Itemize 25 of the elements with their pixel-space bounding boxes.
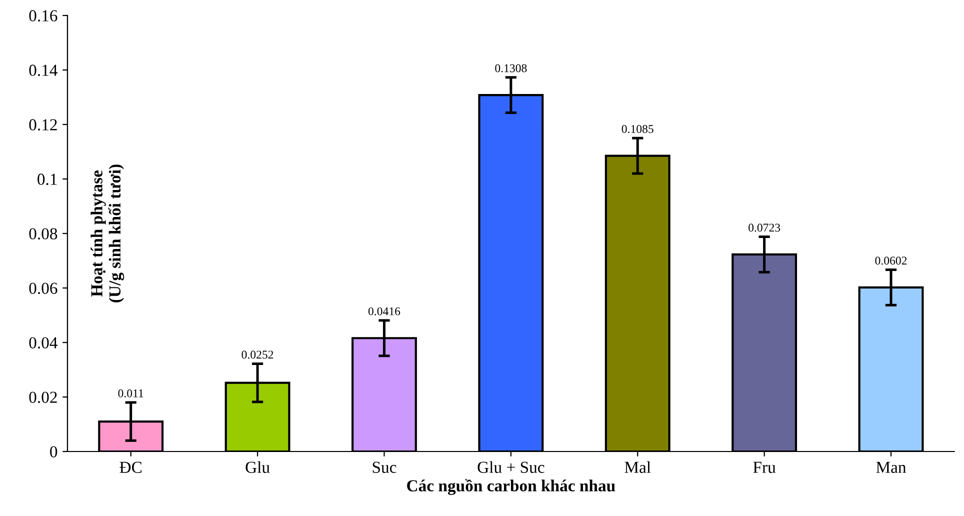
- x-tick-label: Fru: [753, 462, 776, 473]
- x-tick-label: Glu: [246, 461, 270, 473]
- y-tick-label: 0.12: [29, 119, 57, 131]
- y-tick-label: 0.04: [29, 337, 58, 349]
- data-label: 0.0416: [368, 307, 400, 316]
- y-axis-title: Hoạt tính phytase (U/g sinh khối tươi): [90, 164, 124, 302]
- x-tick-label: Suc: [372, 462, 396, 473]
- data-label: 0.0723: [748, 224, 780, 232]
- y-tick-label: 0.1: [38, 174, 57, 186]
- x-tick-label: Mal: [624, 461, 651, 473]
- x-axis-title: Các nguồn carbon khác nhau: [407, 479, 616, 495]
- data-label: 0.011: [118, 389, 144, 398]
- y-tick-label: 0.16: [29, 10, 58, 22]
- x-tick-label: Man: [876, 462, 906, 473]
- y-tick-label: 0.02: [29, 392, 57, 404]
- y-tick-label: 0.06: [29, 282, 58, 294]
- y-tick-label: 0.14: [29, 64, 58, 76]
- data-label: 0.1085: [622, 125, 654, 134]
- data-label: 0.1308: [495, 64, 527, 72]
- x-tick-label: Glu + Suc: [478, 461, 544, 473]
- y-tick-label: 0: [50, 446, 58, 458]
- data-label: 0.0602: [875, 256, 907, 265]
- y-tick-label: 0.08: [29, 228, 58, 240]
- data-label: 0.0252: [242, 350, 274, 359]
- x-tick-label: ĐC: [120, 462, 142, 473]
